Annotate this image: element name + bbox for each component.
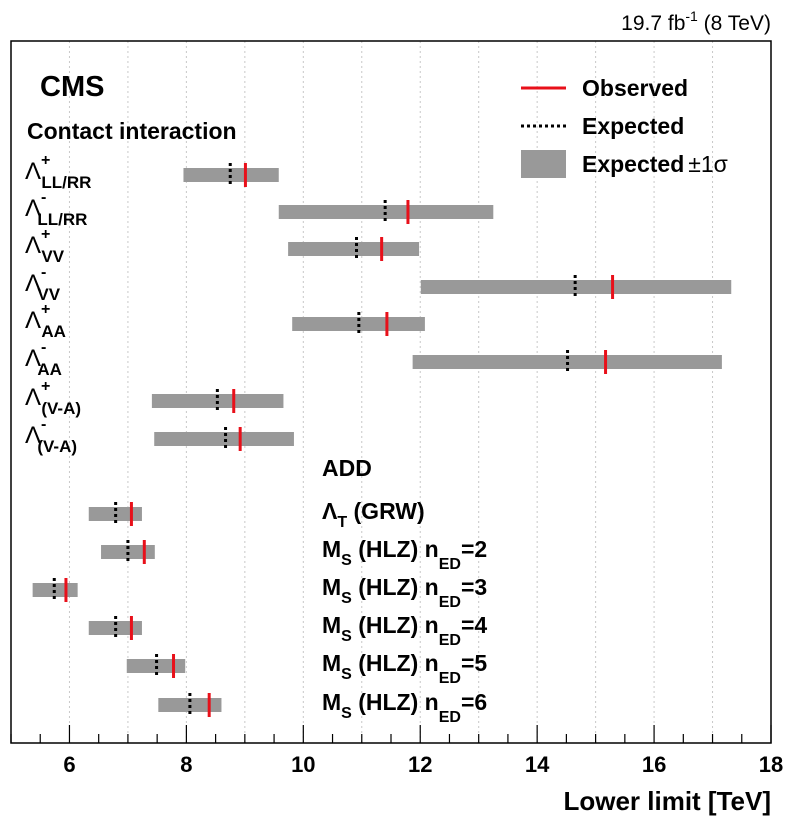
- legend-expected-label: Expected: [582, 113, 684, 139]
- add-row-label: ΛT (GRW): [322, 498, 425, 531]
- x-axis-label: Lower limit [TeV]: [563, 786, 771, 816]
- experiment-label: CMS: [40, 71, 104, 103]
- x-tick-label: 16: [642, 752, 666, 777]
- legend: Observed Expected Expected ±1σ: [521, 75, 728, 178]
- ci-row-band: [288, 242, 420, 256]
- group-title-add: ADD: [322, 455, 372, 481]
- luminosity-label: 19.7 fb-1 (8 TeV): [621, 8, 771, 35]
- legend-band-swatch: [521, 150, 566, 178]
- ci-row-label: Λ-LL/RR: [25, 189, 87, 229]
- ci-row-label: Λ+ VV: [25, 226, 65, 266]
- add-row-label: MS (HLZ) nED=3: [322, 574, 487, 611]
- row-labels: Λ+ LL/RRΛ-LL/RRΛ+ VVΛ-VVΛ+ AAΛ-AAΛ+ (V-A)Λ-(…: [25, 152, 487, 726]
- ci-row-label: Λ-AA: [25, 339, 62, 379]
- grid-lines: [10, 41, 714, 743]
- add-row-label: MS (HLZ) nED=4: [322, 612, 487, 649]
- ci-row-label: Λ+ (V-A): [25, 378, 81, 418]
- x-tick-label: 8: [180, 752, 192, 777]
- x-axis-ticks: 6 8 10 12 14 16 18: [10, 725, 783, 777]
- legend-observed-label: Observed: [582, 75, 688, 101]
- x-tick-label: 10: [291, 752, 315, 777]
- limit-markers: [52, 163, 615, 717]
- legend-band-label: Expected ±1σ: [582, 151, 728, 177]
- add-row-label: MS (HLZ) nED=5: [322, 650, 487, 687]
- x-tick-label: 6: [63, 752, 75, 777]
- ci-row-label: Λ-(V-A): [25, 416, 77, 456]
- add-row-label: MS (HLZ) nED=2: [322, 536, 487, 573]
- add-row-label: MS (HLZ) nED=6: [322, 689, 487, 726]
- group-title-contact: Contact interaction: [27, 118, 237, 144]
- x-tick-label: 12: [408, 752, 432, 777]
- x-tick-label: 18: [759, 752, 783, 777]
- ci-row-label: Λ+ LL/RR: [25, 152, 91, 192]
- x-tick-label: 14: [525, 752, 550, 777]
- ci-row-label: Λ-VV: [25, 264, 61, 304]
- ci-row-label: Λ+ AA: [25, 301, 66, 341]
